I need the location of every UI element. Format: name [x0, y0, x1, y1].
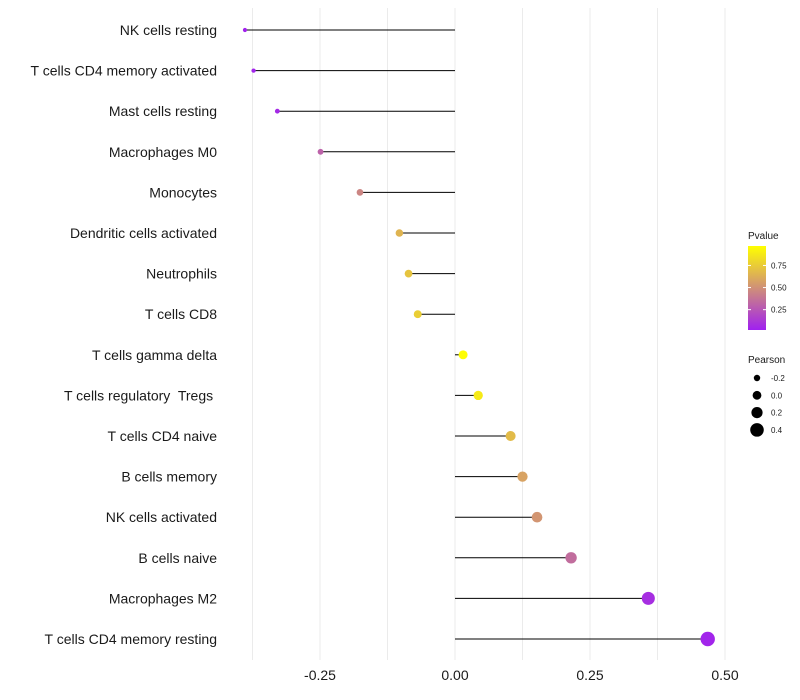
- y-axis-label: T cells gamma delta: [92, 347, 217, 363]
- lollipop-point: [251, 68, 256, 73]
- x-axis-tick-labels: -0.25 0.00 0.25 0.50: [304, 667, 739, 683]
- lollipop-point: [317, 148, 324, 155]
- size-legend-dot: [753, 374, 761, 382]
- y-axis-label: Mast cells resting: [109, 103, 217, 119]
- pearson-legend-title: Pearson: [748, 355, 785, 366]
- x-axis-tick-label: 0.25: [576, 667, 603, 683]
- colorbar-tick-label: 0.50: [771, 284, 787, 293]
- size-legend-dot: [751, 407, 763, 419]
- y-axis-label: Macrophages M0: [109, 144, 217, 160]
- lollipop-point: [274, 108, 280, 114]
- lollipop-point: [505, 430, 516, 442]
- size-legend-dot: [750, 423, 764, 437]
- y-axis-label: T cells CD4 memory activated: [31, 63, 217, 79]
- x-axis-tick-label: 0.50: [711, 667, 738, 683]
- colorbar-tick-label: 0.25: [771, 306, 787, 315]
- x-axis-tick-label: 0.00: [441, 667, 468, 683]
- lollipop-point: [641, 591, 655, 605]
- lollipop-point: [242, 27, 248, 33]
- y-axis-label: Neutrophils: [146, 266, 217, 282]
- lollipop-point: [517, 471, 528, 482]
- y-axis-label: Dendritic cells activated: [70, 225, 217, 241]
- y-axis-label: Monocytes: [149, 184, 217, 200]
- y-axis-label: NK cells activated: [106, 509, 217, 525]
- grid-lines: [252, 8, 726, 660]
- colorbar-tick-label: 0.75: [771, 261, 787, 270]
- size-legend-dot: [752, 390, 762, 400]
- y-axis-label: T cells regulatory Tregs: [64, 387, 217, 403]
- lollipop-point: [413, 310, 422, 319]
- y-axis-label: B cells memory: [121, 469, 217, 485]
- y-axis-label: T cells CD8: [145, 306, 217, 322]
- lollipop-point: [531, 511, 543, 523]
- pvalue-legend-title: Pvalue: [748, 231, 779, 242]
- lollipop-segments: [244, 29, 708, 640]
- pvalue-colorbar: [748, 246, 766, 330]
- size-legend-label: 0.0: [771, 391, 783, 400]
- lollipop-point: [458, 350, 468, 360]
- y-axis-label: B cells naive: [138, 550, 217, 566]
- lollipop-point: [356, 189, 364, 196]
- lollipop-points: [242, 27, 715, 647]
- size-legend-label: 0.4: [771, 426, 783, 435]
- lollipop-point: [565, 552, 577, 564]
- pearson-legend: Pearson -0.2 0.0 0.2 0.4: [748, 355, 785, 437]
- y-axis-label: Macrophages M2: [109, 590, 217, 606]
- pvalue-legend: Pvalue 0.25 0.50 0.75: [748, 231, 787, 330]
- y-axis-labels: NK cells resting T cells CD4 memory activ…: [31, 22, 218, 647]
- lollipop-point: [700, 631, 715, 647]
- x-axis-tick-label: -0.25: [304, 667, 336, 683]
- size-legend-label: -0.2: [771, 374, 785, 383]
- lollipop-point: [404, 269, 413, 278]
- lollipop-point: [473, 390, 483, 401]
- size-legend-label: 0.2: [771, 409, 783, 418]
- y-axis-label: T cells CD4 naive: [108, 428, 218, 444]
- y-axis-label: T cells CD4 memory resting: [45, 631, 217, 647]
- lollipop-point: [395, 229, 404, 237]
- y-axis-label: NK cells resting: [120, 22, 217, 38]
